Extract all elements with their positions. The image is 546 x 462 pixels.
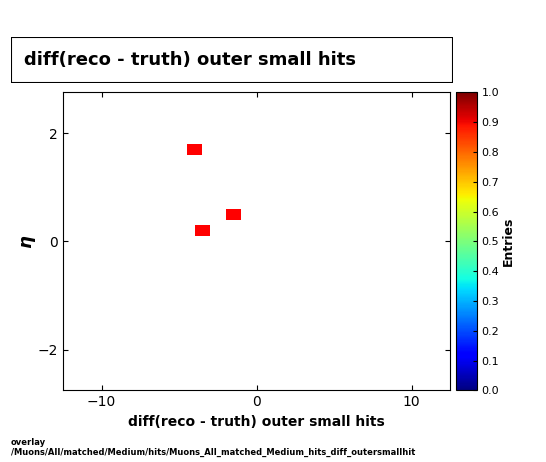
Bar <box>225 209 241 220</box>
Y-axis label: Entries: Entries <box>502 217 515 266</box>
Y-axis label: η: η <box>17 235 35 248</box>
X-axis label: diff(reco - truth) outer small hits: diff(reco - truth) outer small hits <box>128 415 385 429</box>
Bar <box>194 225 210 236</box>
Text: diff(reco - truth) outer small hits: diff(reco - truth) outer small hits <box>24 51 356 69</box>
Text: overlay
/Muons/All/matched/Medium/hits/Muons_All_matched_Medium_hits_diff_outers: overlay /Muons/All/matched/Medium/hits/M… <box>11 438 416 457</box>
Bar <box>187 144 203 155</box>
